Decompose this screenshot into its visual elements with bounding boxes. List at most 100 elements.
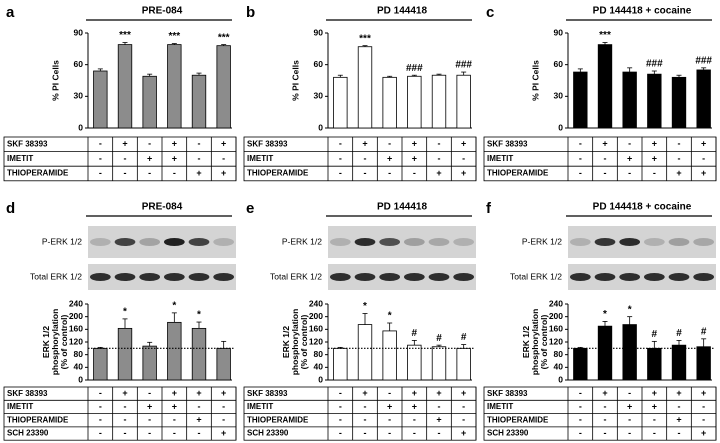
treatment-mark: - <box>124 401 127 411</box>
treatment-mark: - <box>678 428 681 438</box>
bar <box>597 44 613 129</box>
treatment-name: IMETIT <box>7 402 33 411</box>
significance-label: *** <box>599 30 611 41</box>
y-tick-label: 240 <box>69 298 83 308</box>
bar <box>573 347 588 381</box>
treatment-mark: - <box>702 153 705 163</box>
y-tick-label: 30 <box>314 91 324 101</box>
blot <box>88 264 236 290</box>
blot-band <box>428 238 450 246</box>
y-tick-label: 120 <box>549 336 563 346</box>
treatment-mark: - <box>148 415 151 425</box>
treatment-mark: + <box>627 153 632 163</box>
significance-label: # <box>461 332 467 343</box>
blot-band <box>163 238 185 246</box>
bar <box>622 71 637 129</box>
treatment-mark: + <box>122 139 127 149</box>
treatment-mark: - <box>148 388 151 398</box>
y-axis-label: % PI Cells <box>290 60 300 101</box>
treatment-name: THIOPERAMIDE <box>487 415 549 424</box>
significance-label: *** <box>119 30 131 41</box>
treatment-mark: + <box>221 139 226 149</box>
treatment-mark: + <box>172 139 177 149</box>
panel-letter: c <box>486 4 494 21</box>
treatment-name: SCH 23390 <box>7 429 49 438</box>
treatment-mark: - <box>462 153 465 163</box>
treatment-name: SCH 23390 <box>487 429 529 438</box>
treatment-mark: - <box>339 415 342 425</box>
treatment-name: THIOPERAMIDE <box>487 169 549 178</box>
bar <box>382 76 397 129</box>
treatment-mark: - <box>388 428 391 438</box>
treatment-mark: - <box>438 401 441 411</box>
treatment-mark: - <box>124 428 127 438</box>
y-axis-label-line: phosphorylation <box>50 309 60 376</box>
treatment-mark: + <box>461 428 466 438</box>
bar <box>573 71 588 129</box>
bar <box>696 346 711 381</box>
treatment-mark: - <box>339 168 342 178</box>
blot-label: Total ERK 1/2 <box>510 271 562 281</box>
treatment-mark: - <box>198 401 201 411</box>
significance-label: * <box>172 301 176 312</box>
treatment-mark: + <box>362 388 367 398</box>
y-tick-label: 160 <box>69 324 83 334</box>
treatment-name: SKF 38393 <box>247 139 288 148</box>
chart-title: PD 144418 + cocaine <box>593 6 692 17</box>
y-axis-label-line: phosphorylation <box>530 309 540 376</box>
blot-band <box>114 273 136 281</box>
treatment-mark: - <box>413 428 416 438</box>
y-tick-label: 80 <box>554 349 564 359</box>
treatment-mark: - <box>388 415 391 425</box>
blot-band <box>379 238 401 246</box>
bar <box>167 321 182 381</box>
blot-label: Total ERK 1/2 <box>30 271 82 281</box>
treatment-mark: - <box>364 415 367 425</box>
bar <box>191 74 207 129</box>
treatment-name: SKF 38393 <box>7 139 48 148</box>
panel-letter: a <box>6 4 15 21</box>
treatment-name: THIOPERAMIDE <box>247 169 309 178</box>
treatment-mark: + <box>701 388 706 398</box>
blot-band <box>643 238 665 246</box>
treatment-mark: - <box>413 415 416 425</box>
treatment-mark: + <box>602 139 607 149</box>
bar <box>456 74 471 129</box>
bar <box>407 344 422 381</box>
chart-title: PD 144418 + cocaine <box>593 202 692 213</box>
treatment-mark: - <box>702 401 705 411</box>
bar <box>431 346 447 381</box>
significance-label: ### <box>646 59 663 70</box>
y-axis-label: % PI Cells <box>530 60 540 101</box>
treatment-mark: - <box>579 168 582 178</box>
treatment-mark: + <box>172 388 177 398</box>
treatment-mark: - <box>604 401 607 411</box>
panel-letter: b <box>246 4 255 21</box>
treatment-mark: - <box>99 168 102 178</box>
bar <box>647 73 662 129</box>
y-tick-label: 30 <box>74 91 84 101</box>
treatment-mark: + <box>196 168 201 178</box>
chart-title: PRE-084 <box>142 202 183 213</box>
bar <box>357 324 373 381</box>
blot-band <box>403 273 425 281</box>
treatment-mark: - <box>579 388 582 398</box>
bar <box>407 75 422 129</box>
blot-band <box>693 273 715 281</box>
treatment-name: THIOPERAMIDE <box>7 169 69 178</box>
blot <box>88 226 236 258</box>
treatment-mark: - <box>99 428 102 438</box>
treatment-mark: + <box>676 415 681 425</box>
treatment-mark: + <box>196 415 201 425</box>
blot-band <box>569 273 591 281</box>
bar <box>93 70 108 129</box>
treatment-mark: + <box>652 139 657 149</box>
treatment-mark: - <box>339 401 342 411</box>
treatment-mark: + <box>147 153 152 163</box>
blot-band <box>188 273 210 281</box>
treatment-name: IMETIT <box>247 154 273 163</box>
treatment-mark: + <box>461 139 466 149</box>
treatment-mark: + <box>122 388 127 398</box>
significance-label: * <box>197 310 201 321</box>
treatment-mark: - <box>678 153 681 163</box>
